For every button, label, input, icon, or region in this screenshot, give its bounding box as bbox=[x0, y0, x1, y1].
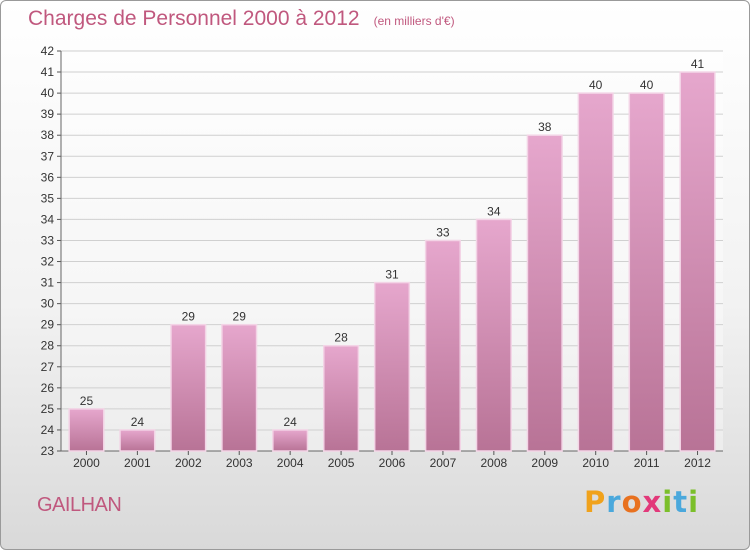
y-tick-label: 32 bbox=[41, 255, 55, 269]
y-tick-label: 25 bbox=[41, 402, 55, 416]
bar-value-label: 24 bbox=[283, 415, 297, 429]
bar-value-label: 33 bbox=[436, 225, 450, 239]
y-tick-label: 31 bbox=[41, 276, 55, 290]
bar-value-label: 34 bbox=[487, 204, 501, 218]
x-tick-label: 2010 bbox=[582, 456, 609, 470]
bar-value-label: 29 bbox=[233, 310, 247, 324]
x-tick-label: 2009 bbox=[531, 456, 558, 470]
x-tick-label: 2008 bbox=[480, 456, 507, 470]
y-tick-label: 36 bbox=[41, 170, 55, 184]
y-tick-label: 42 bbox=[41, 44, 55, 58]
x-tick-label: 2002 bbox=[175, 456, 202, 470]
y-tick-label: 40 bbox=[41, 86, 55, 100]
x-tick-label: 2000 bbox=[73, 456, 100, 470]
bar bbox=[323, 344, 360, 452]
bar-value-label: 31 bbox=[385, 268, 399, 282]
y-tick-label: 30 bbox=[41, 297, 55, 311]
bar bbox=[679, 71, 716, 452]
bar-value-label: 24 bbox=[131, 415, 145, 429]
logo-letter: o bbox=[621, 485, 643, 519]
y-tick-label: 29 bbox=[41, 318, 55, 332]
bar-value-label: 40 bbox=[640, 78, 654, 92]
bar bbox=[475, 218, 512, 452]
bar-value-label: 38 bbox=[538, 120, 552, 134]
y-tick-label: 39 bbox=[41, 107, 55, 121]
logo-letter: i bbox=[688, 485, 700, 519]
logo-letter: t bbox=[673, 485, 689, 519]
bar bbox=[68, 408, 105, 452]
y-tick-label: 26 bbox=[41, 381, 55, 395]
bar bbox=[272, 429, 309, 452]
bar bbox=[628, 92, 665, 452]
y-tick-label: 27 bbox=[41, 360, 55, 374]
y-tick-label: 24 bbox=[41, 423, 55, 437]
bar-value-label: 25 bbox=[80, 394, 94, 408]
bar bbox=[170, 323, 207, 452]
bar bbox=[526, 134, 563, 452]
bar bbox=[119, 429, 156, 452]
x-tick-label: 2001 bbox=[124, 456, 151, 470]
bar-value-label: 28 bbox=[334, 331, 348, 345]
chart-title-text: Charges de Personnel 2000 à 2012 bbox=[28, 7, 360, 30]
x-tick-label: 2006 bbox=[379, 456, 406, 470]
logo-letter: r bbox=[606, 485, 622, 519]
logo-letter: P bbox=[584, 485, 607, 519]
y-tick-label: 28 bbox=[41, 339, 55, 353]
y-tick-label: 41 bbox=[41, 65, 55, 79]
bar bbox=[577, 92, 614, 452]
logo-letter: i bbox=[662, 485, 674, 519]
x-tick-label: 2003 bbox=[226, 456, 253, 470]
y-tick-label: 37 bbox=[41, 149, 55, 163]
bar-value-label: 41 bbox=[691, 57, 705, 71]
y-tick-label: 34 bbox=[41, 212, 55, 226]
y-tick-label: 38 bbox=[41, 128, 55, 142]
bar bbox=[373, 281, 411, 452]
chart-subtitle: (en milliers d'€) bbox=[373, 14, 455, 28]
bar-value-label: 29 bbox=[182, 310, 196, 324]
bar bbox=[221, 323, 258, 452]
commune-name: GAILHAN bbox=[37, 494, 122, 516]
x-tick-label: 2007 bbox=[430, 456, 457, 470]
logo-letter: x bbox=[642, 485, 663, 519]
y-tick-label: 23 bbox=[41, 444, 55, 458]
x-tick-label: 2012 bbox=[684, 456, 711, 470]
chart-title: Charges de Personnel 2000 à 2012 (en mill… bbox=[28, 7, 455, 31]
x-tick-label: 2004 bbox=[277, 456, 304, 470]
y-tick-label: 35 bbox=[41, 191, 55, 205]
y-tick-label: 33 bbox=[41, 233, 55, 247]
bar bbox=[424, 239, 461, 452]
x-tick-label: 2011 bbox=[634, 456, 660, 470]
bar-value-label: 40 bbox=[589, 78, 603, 92]
x-tick-label: 2005 bbox=[328, 456, 355, 470]
proxiti-logo[interactable]: Proxiti bbox=[584, 485, 699, 519]
